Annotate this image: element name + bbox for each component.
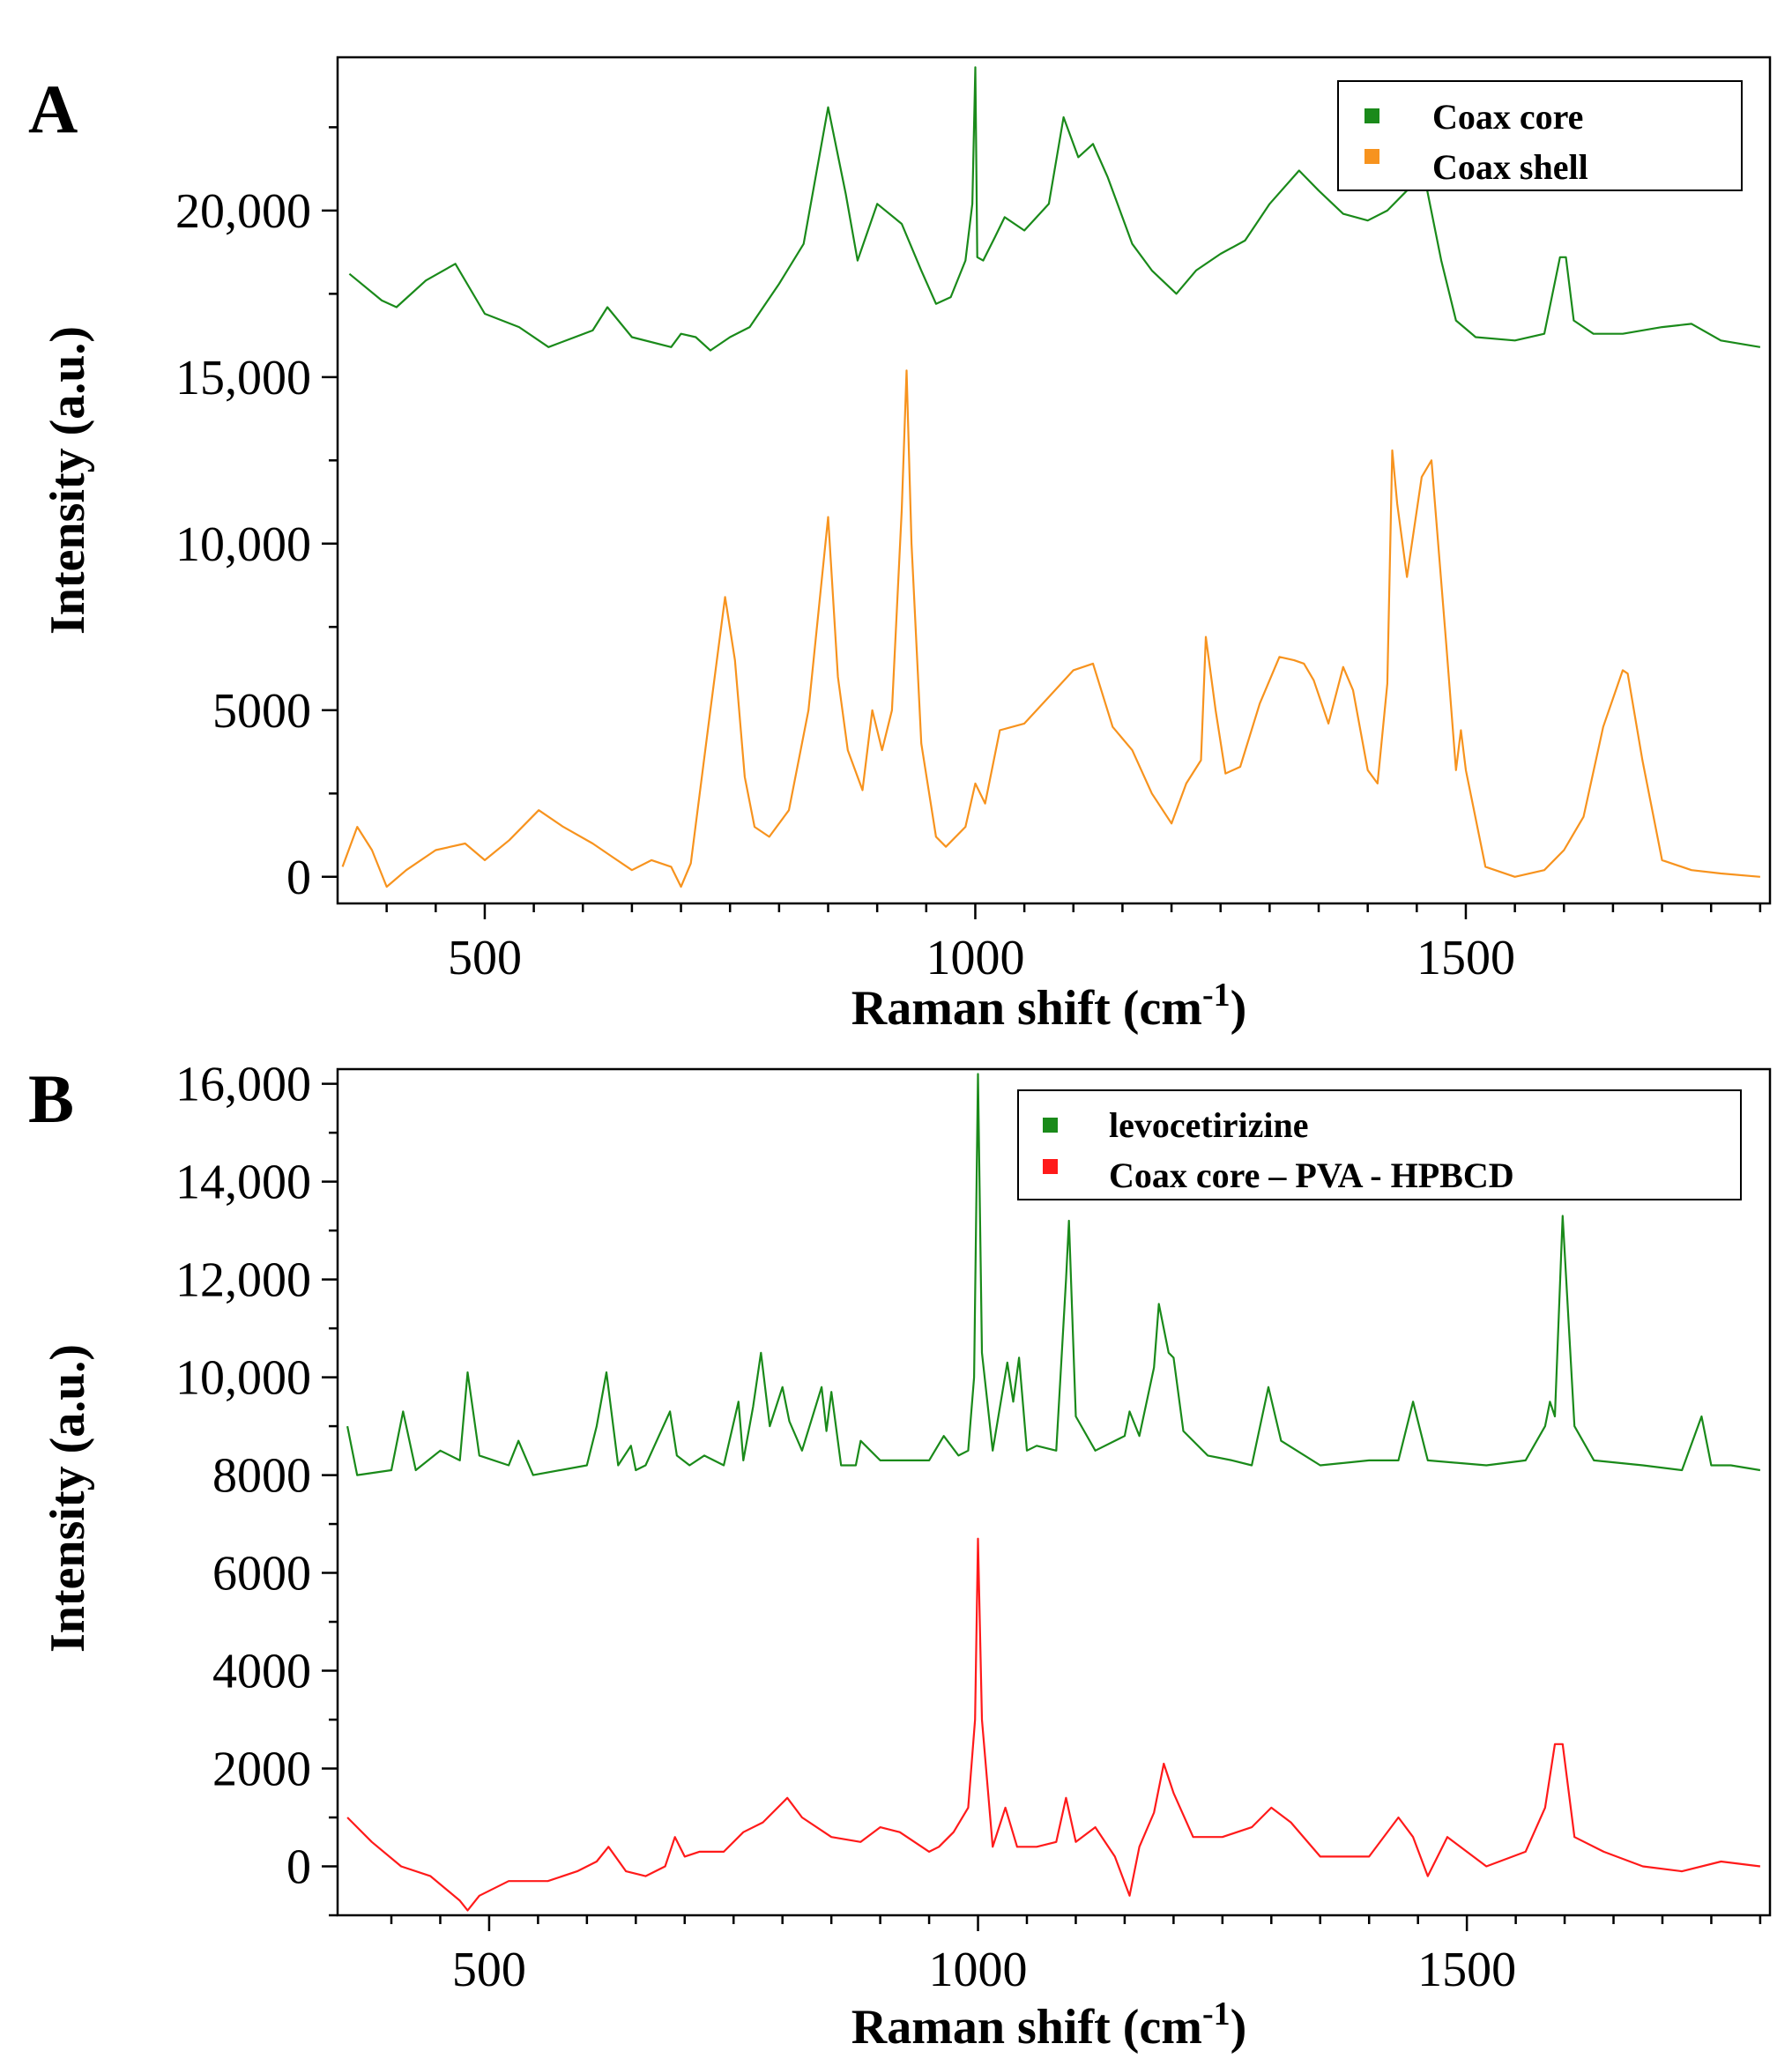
y-tick-label-a-5000: 5000 (212, 684, 311, 739)
plot-frame-b (336, 1067, 1772, 1917)
axes-a: 500 1000 1500 0 5000 10,000 15,000 20,000 (175, 126, 1762, 985)
y-tick-label-b-10000: 10,000 (175, 1351, 311, 1406)
panel-letter-b: B (28, 1060, 74, 1137)
x-axis-title-b-end: ) (1231, 2000, 1247, 2055)
y-tick-label-b-0: 0 (286, 1840, 311, 1895)
legend-a: Coax core Coax shell (1337, 80, 1743, 191)
legend-label-coax-core: Coax core (1432, 97, 1583, 137)
plot-frame-a (336, 56, 1772, 905)
y-tick-label-b-8000: 8000 (212, 1449, 311, 1504)
y-tick-label-a-15000: 15,000 (175, 351, 311, 405)
series-line-coax-shell (341, 369, 1760, 888)
x-axis-title-a: Raman shift (cm-1) (851, 977, 1247, 1036)
axes-b: 500 1000 1500 0 2000 4000 6000 8000 10,000 12,000… (175, 1058, 1762, 1997)
legend-box-b (1017, 1089, 1742, 1200)
x-tick-label-a-1000: 1000 (926, 931, 1024, 985)
y-tick-label-b-6000: 6000 (212, 1547, 311, 1602)
legend-swatch-coax-core (1364, 108, 1379, 123)
series-group-a (341, 66, 1761, 888)
x-tick-label-a-500: 500 (448, 931, 522, 985)
x-axis-title-a-main: Raman shift (cm (851, 981, 1202, 1036)
x-axis-title-a-sup: -1 (1202, 977, 1231, 1014)
x-tick-label-b-500: 500 (452, 1943, 526, 1997)
legend-swatch-coax-core-pva-hpbcd (1043, 1159, 1058, 1174)
legend-b: levocetirizine Coax core – PVA - HPBCD (1017, 1089, 1742, 1200)
y-axis-title-a: Intensity (a.u.) (41, 326, 95, 635)
panel-b: B 500 1000 1500 0 2000 4000 6000 8000 10,000 12,0… (28, 1058, 1772, 2055)
legend-label-coax-shell: Coax shell (1432, 147, 1588, 187)
y-tick-label-a-0: 0 (286, 851, 311, 905)
y-tick-label-b-2000: 2000 (212, 1743, 311, 1797)
legend-label-coax-core-pva-hpbcd: Coax core – PVA - HPBCD (1109, 1156, 1514, 1195)
series-group-b (346, 1073, 1761, 1912)
y-tick-label-a-10000: 10,000 (175, 517, 311, 572)
x-tick-label-a-1500: 1500 (1416, 931, 1515, 985)
x-tick-label-b-1000: 1000 (929, 1943, 1028, 1997)
y-tick-label-a-20000: 20,000 (175, 184, 311, 239)
x-axis-title-b-sup: -1 (1202, 1995, 1231, 2033)
y-tick-label-b-12000: 12,000 (175, 1253, 311, 1308)
panel-a: A 500 1000 1500 0 5000 10,000 15,000 20,000 Coa… (28, 56, 1772, 1036)
y-tick-label-b-16000: 16,000 (175, 1058, 311, 1112)
series-line-coax-core-pva-hpbcd (346, 1537, 1761, 1912)
x-axis-title-b: Raman shift (cm-1) (851, 1995, 1247, 2055)
series-line-coax-core (348, 66, 1761, 352)
series-line-levocetirizine (346, 1073, 1761, 1476)
x-tick-label-b-1500: 1500 (1417, 1943, 1516, 1997)
legend-box-a (1337, 80, 1743, 191)
x-axis-title-b-main: Raman shift (cm (851, 2000, 1202, 2055)
panel-letter-a: A (28, 71, 78, 147)
y-axis-title-b: Intensity (a.u.) (41, 1344, 95, 1653)
legend-swatch-coax-shell (1364, 149, 1379, 164)
y-tick-label-b-4000: 4000 (212, 1645, 311, 1699)
y-tick-label-b-14000: 14,000 (175, 1156, 311, 1210)
x-axis-title-a-end: ) (1231, 981, 1247, 1036)
legend-swatch-levocetirizine (1043, 1118, 1058, 1133)
legend-label-levocetirizine: levocetirizine (1109, 1105, 1309, 1145)
